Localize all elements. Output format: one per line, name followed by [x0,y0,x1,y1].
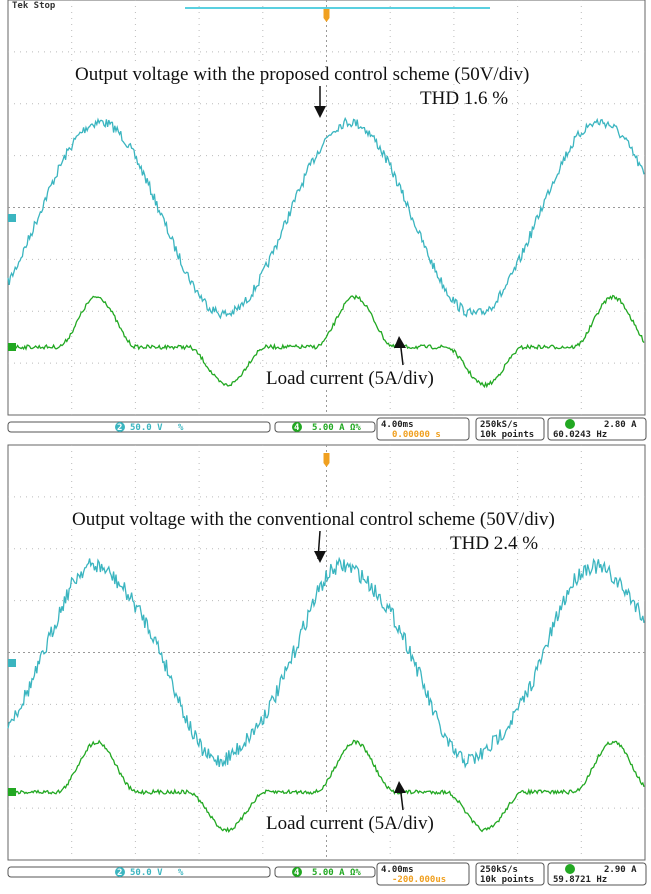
badge [565,864,575,874]
badge [565,419,575,429]
current-label: Load current (5A/div) [266,813,434,834]
scope-panel: Tek Stop Output voltage with the proposed… [8,0,646,440]
scope-header: Tek Stop [12,1,56,11]
current-label: Load current (5A/div) [266,368,434,389]
oscilloscope-screenshot: Tek Stop Output voltage with the proposed… [0,0,651,894]
trigger: 2.90 A [604,865,637,875]
ch2-coupling: % [178,423,184,433]
status-bar: 2 50.0 V% 4 5.00 A Ω% 4.00ms-200.000us 250kS/s… [8,863,646,885]
badge-text: 4 [294,868,300,878]
ch4-marker [8,343,16,351]
frequency: 59.8721 Hz [553,875,607,885]
ch2-scale: 50.0 V [130,868,163,878]
thd-label: THD 1.6 % [420,88,508,109]
timebase: 4.00ms [381,420,414,430]
ch2-coupling: % [178,868,184,878]
ch2-scale: 50.0 V [130,423,163,433]
badge-text: 2 [117,868,122,878]
ch4-scale: 5.00 A [312,868,345,878]
ch4-scale: 5.00 A [312,423,345,433]
ch4-coupling: Ω% [350,423,361,433]
points: 10k points [480,429,534,440]
scope-panel: Output voltage with the conventional con… [8,445,646,885]
ch2-marker [8,659,16,667]
thd-label: THD 2.4 % [450,533,538,554]
position: -200.000us [392,875,446,885]
position: 0.00000 s [392,430,441,440]
voltage-label: Output voltage with the conventional con… [72,509,555,530]
ch2-marker [8,214,16,222]
ch4-coupling: Ω% [350,868,361,878]
badge-text: 4 [294,423,300,433]
badge-text: 2 [117,423,122,433]
rate: 250kS/s [480,420,518,430]
voltage-label: Output voltage with the proposed control… [75,64,529,85]
trigger: 2.80 A [604,420,637,430]
rate: 250kS/s [480,865,518,875]
points: 10k points [480,874,534,885]
ch4-marker [8,788,16,796]
timebase: 4.00ms [381,865,414,875]
frequency: 60.0243 Hz [553,430,607,440]
